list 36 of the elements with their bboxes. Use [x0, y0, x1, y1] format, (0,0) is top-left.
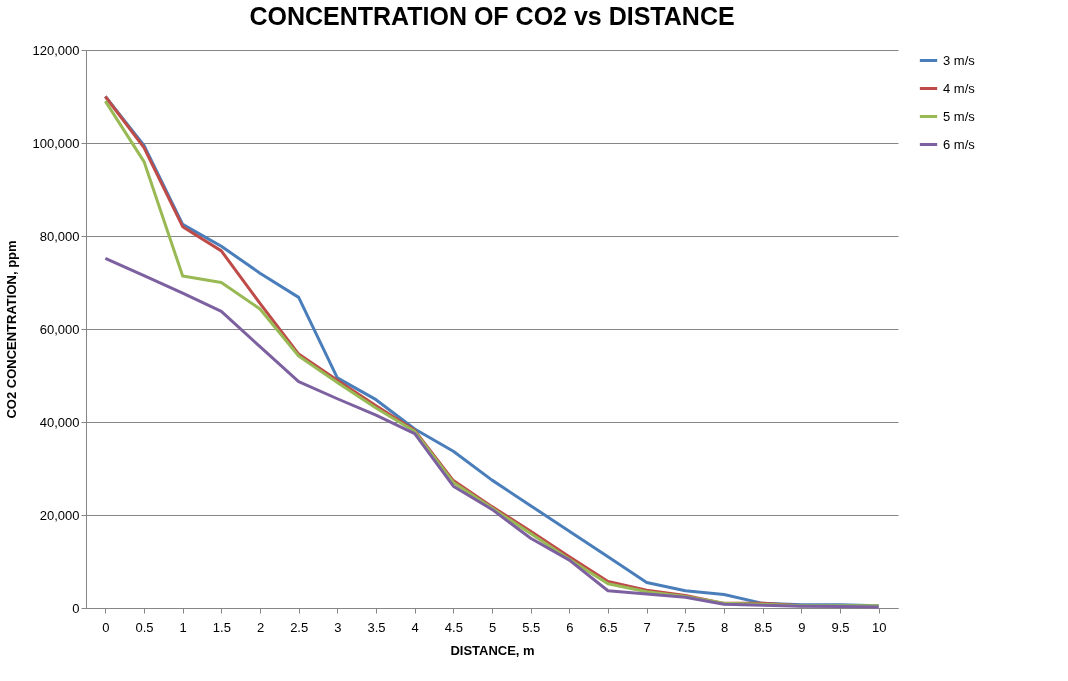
chart-title: CONCENTRATION OF CO2 vs DISTANCE	[249, 2, 735, 30]
x-tick-label: 0	[102, 619, 110, 635]
legend-label: 4 m/s	[943, 80, 976, 96]
x-tick-label: 7	[643, 619, 651, 635]
y-tick-label: 100,000	[32, 135, 80, 151]
y-tick-label: 40,000	[39, 414, 80, 430]
y-tick-label: 80,000	[39, 228, 80, 244]
x-tick-label: 10	[871, 619, 887, 635]
x-tick-label: 5	[488, 619, 497, 635]
x-tick-label: 3	[334, 619, 342, 635]
y-tick-label: 20,000	[39, 507, 80, 523]
x-tick-label: 1	[179, 619, 187, 635]
x-tick-label: 6.5	[599, 619, 618, 635]
legend-label: 5 m/s	[943, 108, 976, 124]
x-tick-label: 8	[720, 619, 729, 635]
legend-label: 3 m/s	[943, 52, 976, 68]
y-tick-label: 0	[72, 600, 80, 616]
x-tick-label: 0.5	[135, 619, 154, 635]
x-tick-label: 8.5	[754, 619, 773, 635]
x-tick-label: 2	[256, 619, 265, 635]
x-tick-label: 5.5	[522, 619, 541, 635]
x-tick-label: 9.5	[831, 619, 850, 635]
y-tick-label: 120,000	[32, 42, 80, 58]
x-tick-label: 7.5	[676, 619, 695, 635]
legend-label: 6 m/s	[943, 136, 976, 152]
y-axis-title: CO2 CONCENTRATION, ppm	[3, 240, 19, 419]
y-tick-label: 60,000	[39, 321, 80, 337]
x-axis-title: DISTANCE, m	[450, 642, 535, 658]
x-tick-label: 6	[566, 619, 574, 635]
x-tick-label: 4.5	[444, 619, 463, 635]
x-tick-label: 1.5	[212, 619, 231, 635]
x-tick-label: 3.5	[367, 619, 386, 635]
x-tick-label: 4	[411, 619, 419, 635]
x-tick-label: 9	[798, 619, 806, 635]
x-tick-label: 2.5	[290, 619, 309, 635]
line-series	[103, 256, 881, 609]
